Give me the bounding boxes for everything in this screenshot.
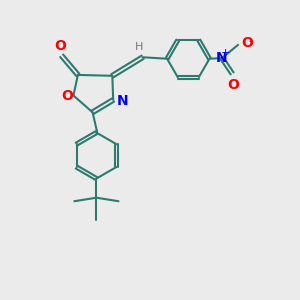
Text: H: H: [135, 42, 143, 52]
Text: N: N: [117, 94, 128, 107]
Text: +: +: [221, 48, 231, 58]
Text: O: O: [54, 39, 66, 53]
Text: O: O: [228, 78, 240, 92]
Text: N: N: [216, 51, 228, 65]
Text: O: O: [61, 88, 73, 103]
Text: -: -: [248, 35, 253, 48]
Text: O: O: [242, 36, 254, 50]
